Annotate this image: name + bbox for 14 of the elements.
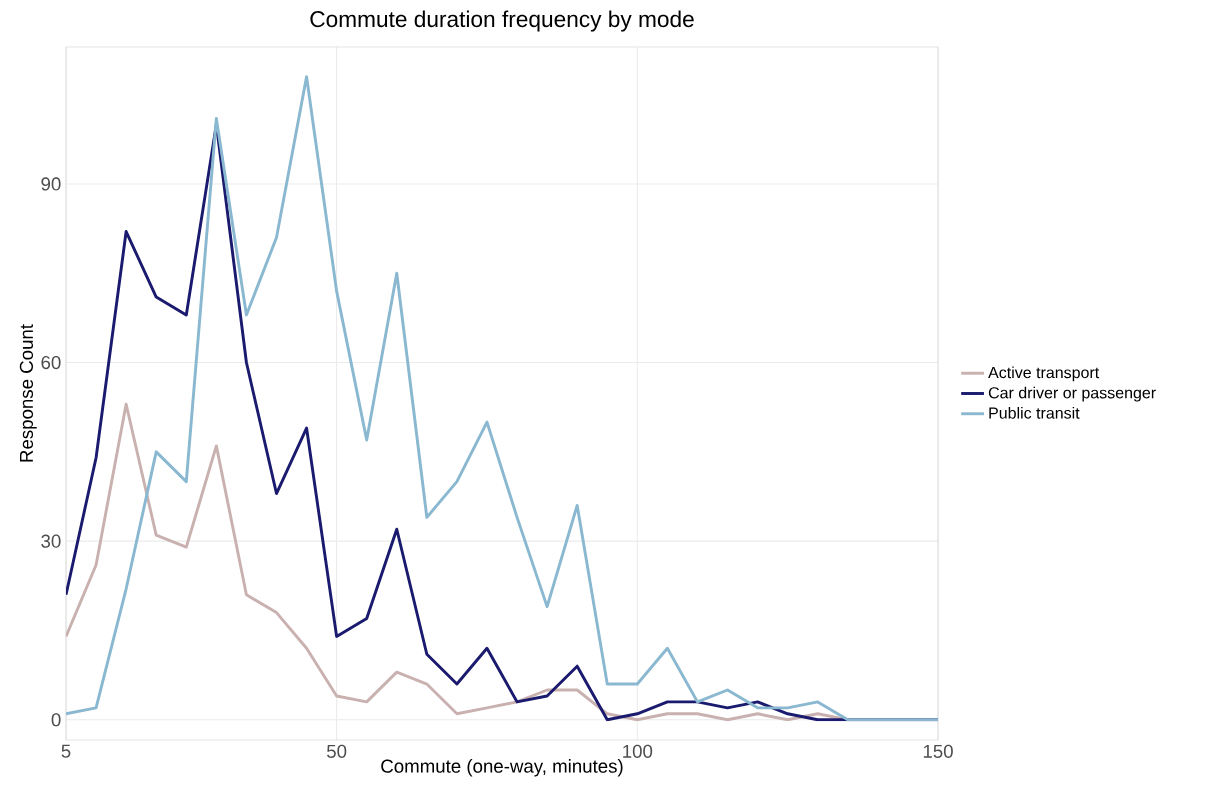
y-tick-label: 30 (41, 534, 61, 548)
legend-label: Car driver or passenger (988, 386, 1156, 402)
x-tick-label: 150 (923, 744, 953, 758)
y-tick-label: 0 (51, 713, 61, 727)
y-tick-label: 90 (41, 177, 61, 191)
legend-label: Active transport (988, 366, 1100, 382)
x-tick-label: 5 (61, 744, 71, 758)
y-tick-label: 60 (41, 355, 61, 370)
legend-label: Public transit (989, 406, 1080, 419)
x-tick-label: 50 (327, 744, 347, 758)
x-tick-label: 100 (623, 744, 653, 758)
x-axis-title: Commute (one-way, minutes) (381, 759, 623, 777)
y-axis-title: Response Count (19, 324, 37, 462)
chart-title: Commute duration frequency by mode (310, 10, 694, 32)
